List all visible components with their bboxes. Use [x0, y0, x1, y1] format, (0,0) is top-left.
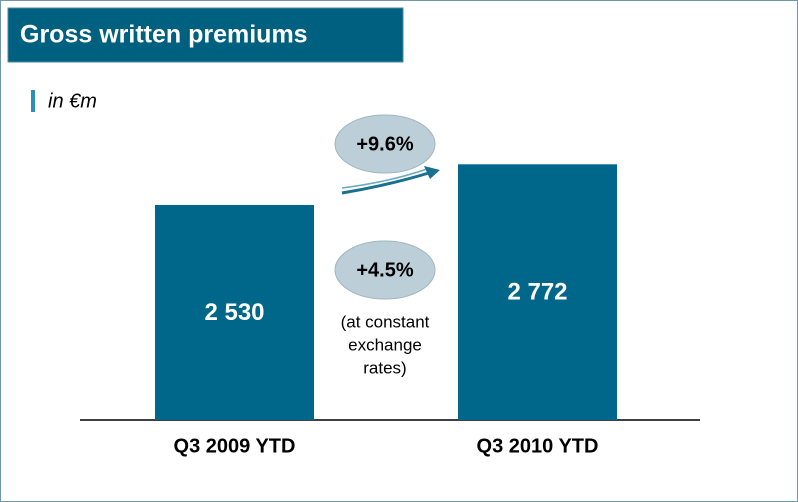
annotation-bubble	[334, 114, 436, 174]
x-tick-label: Q3 2010 YTD	[477, 435, 599, 457]
bar	[458, 164, 617, 420]
annotation: +4.5%	[356, 259, 413, 281]
subtitle-marker	[31, 90, 35, 112]
annotation-bubble	[334, 240, 436, 300]
note: exchange	[348, 335, 422, 354]
arrow-head	[424, 166, 440, 179]
subtitle: in €m	[48, 90, 97, 112]
note: (at constant	[341, 312, 430, 331]
note: rates)	[363, 358, 406, 377]
chart-title: Gross written premiums	[20, 21, 308, 49]
growth-arrow	[341, 170, 433, 195]
value-label: 2 772	[507, 278, 567, 305]
growth-arrow-highlight	[341, 167, 431, 189]
value-label: 2 530	[204, 299, 264, 326]
bar	[155, 204, 314, 420]
x-tick-label: Q3 2009 YTD	[174, 435, 296, 457]
annotation: +9.6%	[356, 133, 413, 155]
title-box	[7, 7, 404, 63]
